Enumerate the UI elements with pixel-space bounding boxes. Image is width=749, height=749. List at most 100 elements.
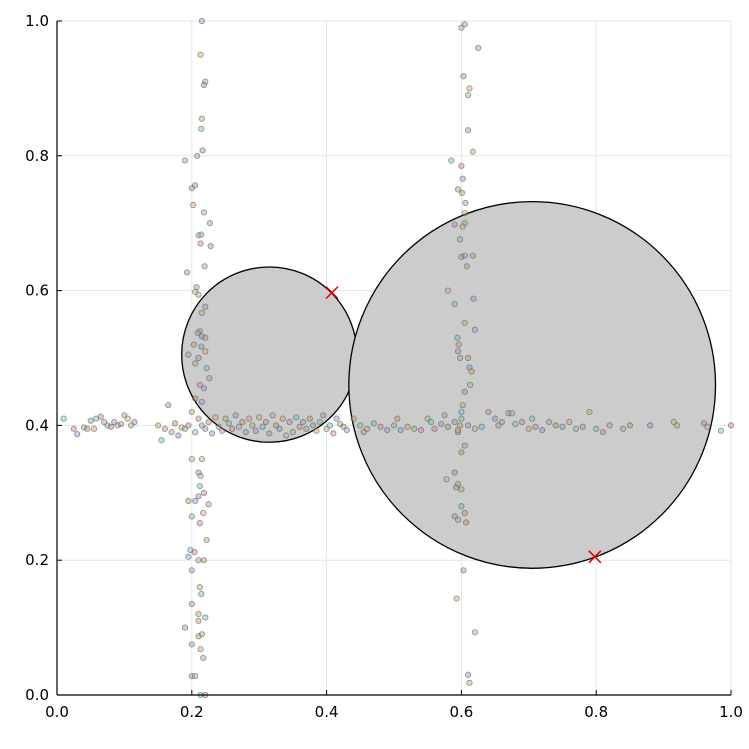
data-point	[266, 430, 273, 437]
data-point	[262, 418, 270, 426]
data-point	[198, 590, 205, 598]
data-point	[465, 127, 472, 134]
data-point	[579, 423, 586, 430]
data-point	[458, 24, 465, 31]
data-point	[465, 354, 472, 362]
data-point	[458, 408, 465, 416]
data-point	[200, 557, 208, 564]
data-point	[60, 415, 67, 422]
scatter-points	[60, 17, 735, 699]
data-point	[195, 557, 202, 564]
data-point	[198, 398, 206, 405]
data-point	[198, 115, 206, 122]
data-point	[198, 631, 206, 638]
data-point	[456, 354, 464, 362]
data-point	[518, 418, 526, 426]
data-point	[704, 423, 711, 430]
data-point	[343, 427, 350, 434]
data-point	[90, 425, 98, 432]
data-point	[471, 326, 478, 333]
data-point	[185, 553, 192, 560]
data-point	[181, 624, 189, 631]
data-point	[192, 497, 199, 504]
data-point	[397, 427, 404, 434]
data-point	[202, 425, 209, 432]
cross-stroke	[325, 286, 339, 300]
data-point	[188, 455, 195, 463]
data-point	[443, 476, 450, 483]
y-tick-label: 1.0	[25, 12, 49, 30]
data-point	[283, 432, 290, 439]
data-point	[185, 422, 192, 429]
data-point	[461, 388, 468, 395]
data-point	[198, 309, 206, 316]
data-point	[330, 430, 337, 437]
data-point	[599, 429, 607, 436]
data-point	[626, 422, 634, 429]
data-point	[384, 427, 391, 434]
data-point	[207, 243, 214, 250]
data-point	[198, 231, 205, 238]
data-point	[197, 472, 204, 480]
data-point	[196, 381, 203, 389]
data-point	[286, 418, 293, 426]
data-point	[195, 354, 202, 362]
data-point	[467, 381, 474, 389]
data-point	[232, 412, 239, 419]
y-tick-label: 0.8	[25, 147, 49, 165]
data-point	[459, 402, 466, 409]
data-point	[326, 422, 334, 429]
data-point	[461, 252, 468, 259]
data-point	[456, 236, 464, 243]
data-point	[190, 341, 197, 348]
data-point	[727, 422, 735, 429]
data-point	[455, 341, 462, 348]
data-point	[124, 415, 131, 422]
data-point	[471, 425, 478, 432]
data-point	[165, 402, 172, 409]
data-point	[202, 303, 209, 310]
circle-overlay	[348, 200, 717, 569]
data-point	[448, 157, 455, 164]
data-point	[458, 189, 466, 196]
data-point	[417, 427, 425, 434]
x-tick-label: 1.0	[719, 703, 743, 721]
data-point	[606, 422, 613, 429]
data-point	[444, 423, 452, 430]
data-point	[466, 85, 473, 92]
data-point	[203, 536, 210, 544]
data-point	[245, 415, 253, 422]
data-point	[215, 423, 222, 430]
data-point	[491, 415, 499, 422]
data-point	[572, 425, 580, 432]
data-point	[178, 424, 185, 431]
data-point	[199, 147, 206, 154]
data-point	[296, 423, 303, 430]
data-point	[293, 414, 300, 421]
x-tick-label: 0.6	[449, 703, 473, 721]
data-point	[468, 368, 475, 375]
data-point	[200, 489, 208, 496]
cross-marker	[588, 550, 602, 564]
data-point	[185, 351, 192, 358]
data-point	[114, 422, 121, 429]
data-point	[539, 427, 546, 434]
data-point	[461, 209, 468, 217]
data-point	[188, 600, 195, 608]
data-point	[195, 493, 202, 500]
data-point	[155, 422, 162, 429]
data-point	[306, 415, 313, 422]
data-point	[471, 629, 478, 636]
data-point	[205, 418, 212, 426]
data-point	[80, 424, 88, 431]
data-point	[188, 513, 195, 520]
data-point	[441, 412, 448, 419]
data-point	[469, 148, 476, 155]
data-point	[458, 486, 465, 493]
y-ticks: 0.0 0.2 0.4 0.6 0.8 1.0	[25, 12, 62, 704]
data-point	[175, 432, 182, 439]
data-point	[377, 423, 384, 430]
data-point	[647, 422, 654, 429]
data-point	[673, 422, 681, 429]
data-point	[70, 425, 77, 432]
